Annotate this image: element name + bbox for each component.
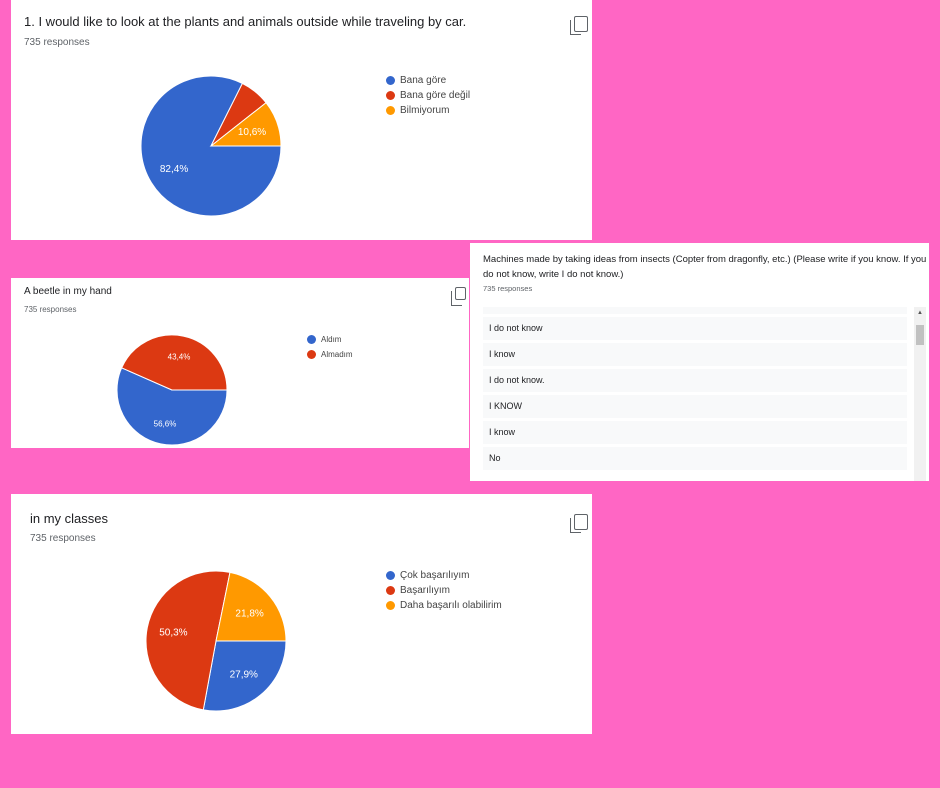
slice-data-label: 82,4%	[160, 164, 188, 175]
pie-slice-1[interactable]	[121, 334, 228, 391]
legend-label: Daha başarılı olabilirim	[400, 600, 502, 611]
legend-item[interactable]: Bana göre değil	[386, 88, 470, 103]
legend-item[interactable]: Aldım	[307, 332, 353, 347]
scrollbar[interactable]: ▲	[914, 307, 926, 481]
legend-swatch	[386, 106, 395, 115]
slice-data-label: 21,8%	[235, 609, 263, 620]
response-item: I do not know.	[483, 369, 907, 392]
chart-title: A beetle in my hand	[24, 286, 112, 297]
slice-data-label: 27,9%	[230, 669, 258, 680]
response-count: 735 responses	[483, 284, 533, 293]
legend: Çok başarılıyım Başarılıyım Daha başarılı …	[386, 568, 502, 613]
legend-swatch	[307, 335, 316, 344]
copy-icon[interactable]	[570, 514, 588, 533]
copy-icon[interactable]	[570, 16, 588, 35]
legend-item[interactable]: Bilmiyorum	[386, 103, 470, 118]
slice-data-label: 50,3%	[159, 628, 187, 639]
legend-swatch	[386, 601, 395, 610]
pie-slice-2[interactable]	[209, 102, 282, 147]
legend: Bana göre Bana göre değil Bilmiyorum	[386, 73, 470, 118]
response-item: I know	[483, 421, 907, 444]
legend-swatch	[386, 571, 395, 580]
pie-slice-2[interactable]	[215, 571, 287, 642]
legend-label: Aldım	[321, 335, 342, 344]
legend-label: Çok başarılıyım	[400, 570, 470, 581]
text-response-card: Machines made by taking ideas from insec…	[470, 243, 929, 481]
legend-label: Bana göre	[400, 75, 447, 86]
response-count: 735 responses	[30, 533, 96, 544]
slice-data-label: 10,6%	[238, 127, 266, 138]
legend-item[interactable]: Bana göre	[386, 73, 470, 88]
chart-card-2: A beetle in my hand 735 responses 56,6% 4…	[11, 278, 469, 448]
pie-chart: 82,4% 10,6%	[140, 75, 282, 217]
legend-label: Almadım	[321, 350, 353, 359]
legend-swatch	[386, 91, 395, 100]
response-count: 735 responses	[24, 37, 90, 48]
chart-card-3: in my classes 735 responses 27,9% 50,3% 21…	[11, 494, 592, 734]
response-item: I know	[483, 307, 907, 314]
pie-chart: 27,9% 50,3% 21,8%	[145, 570, 287, 712]
legend-swatch	[386, 586, 395, 595]
chart-card-1: 1. I would like to look at the plants an…	[11, 0, 592, 240]
scroll-up-arrow[interactable]: ▲	[917, 310, 923, 316]
response-item: I KNOW	[483, 395, 907, 418]
response-count: 735 responses	[24, 305, 77, 314]
legend-label: Başarılıyım	[400, 585, 451, 596]
legend-swatch	[307, 350, 316, 359]
response-list[interactable]: I know I do not know I know I do not know. I…	[470, 307, 929, 481]
question-title: Machines made by taking ideas from insec…	[483, 254, 927, 280]
legend-item[interactable]: Başarılıyım	[386, 583, 502, 598]
chart-title: 1. I would like to look at the plants an…	[24, 14, 467, 29]
legend-label: Bilmiyorum	[400, 105, 450, 116]
legend: Aldım Almadım	[307, 332, 353, 362]
scrollbar-thumb[interactable]	[916, 325, 924, 345]
legend-item[interactable]: Almadım	[307, 347, 353, 362]
legend-swatch	[386, 76, 395, 85]
pie-slice-0[interactable]	[202, 640, 287, 712]
chart-title: in my classes	[30, 511, 109, 526]
legend-label: Bana göre değil	[400, 90, 471, 101]
slice-data-label: 43,4%	[168, 353, 191, 362]
copy-icon[interactable]	[451, 287, 466, 306]
legend-item[interactable]: Çok başarılıyım	[386, 568, 502, 583]
slice-data-label: 56,6%	[154, 419, 177, 428]
pie-chart: 56,6% 43,4%	[116, 334, 228, 446]
pie-slice-1[interactable]	[145, 570, 231, 711]
legend-item[interactable]: Daha başarılı olabilirim	[386, 598, 502, 613]
pie-slice-0[interactable]	[116, 367, 228, 446]
response-item: I know	[483, 343, 907, 366]
response-item: I do not know	[483, 317, 907, 340]
response-item: No	[483, 447, 907, 470]
